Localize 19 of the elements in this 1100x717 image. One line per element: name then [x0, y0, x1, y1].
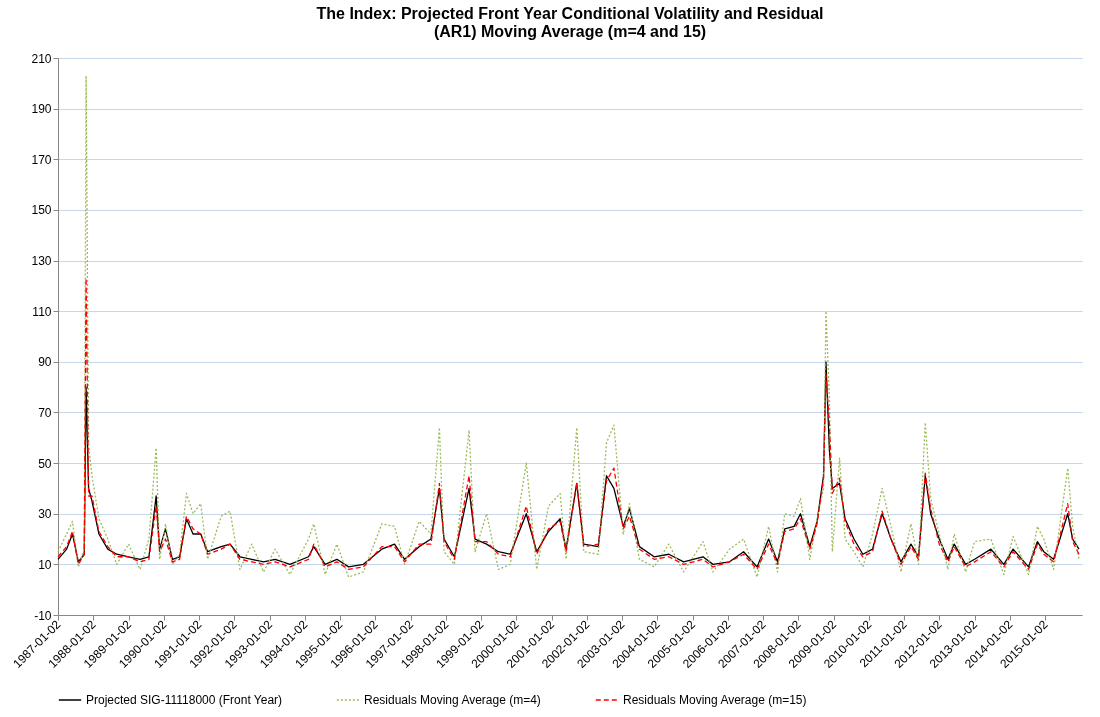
y-tick-label: 110	[32, 304, 52, 319]
line-series	[57, 277, 1080, 571]
y-tick-label: -10	[34, 608, 52, 623]
legend-label: Projected SIG-11118000 (Front Year)	[86, 693, 283, 707]
y-tick-label: 30	[38, 507, 52, 522]
y-tick-label: 190	[31, 102, 52, 117]
legend-label: Residuals Moving Average (m=15)	[623, 693, 807, 707]
y-tick-label: 150	[31, 203, 52, 218]
y-tick-label: 170	[31, 152, 52, 167]
chart-title: The Index: Projected Front Year Conditional Volatility and Residual (AR1) Moving Average (m=4 and 15)	[316, 5, 824, 40]
y-tick-label: 90	[38, 355, 52, 370]
y-tick-label: 130	[31, 254, 52, 269]
y-tick-label: 50	[38, 456, 52, 471]
y-tick-label: 70	[38, 405, 52, 420]
y-tick-label: 210	[31, 51, 52, 66]
legend-label: Residuals Moving Average (m=4)	[364, 693, 541, 707]
line-series	[57, 75, 1080, 578]
line-series	[57, 361, 1080, 568]
y-tick-label: 10	[38, 557, 52, 572]
